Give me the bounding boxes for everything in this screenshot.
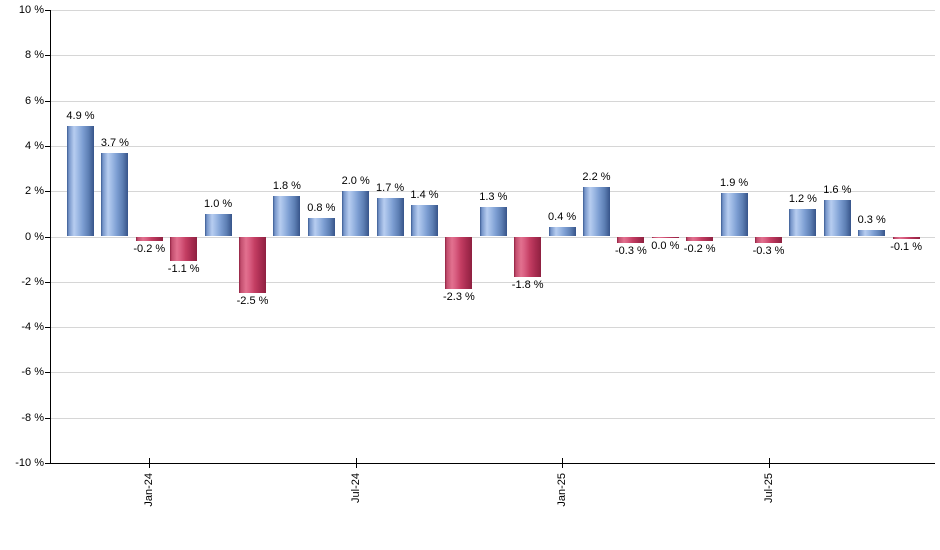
- gridline: [50, 327, 935, 329]
- bar-value-label: -0.3 %: [614, 245, 647, 258]
- x-axis-tick: [562, 458, 564, 468]
- gridline: [50, 417, 935, 419]
- bar: [479, 207, 507, 237]
- bar-value-label: 0.3 %: [857, 213, 886, 226]
- y-axis-tick: [45, 55, 50, 57]
- y-axis-tick-label: 2 %: [25, 185, 44, 198]
- gridline: [50, 236, 935, 238]
- bar: [823, 200, 851, 237]
- bar-value-label: -0.3 %: [752, 245, 785, 258]
- bar: [67, 125, 94, 237]
- gridline: [50, 281, 935, 283]
- bar-value-label: 4.9 %: [66, 109, 95, 122]
- bar-value-label: 1.7 %: [376, 181, 405, 194]
- bar-value-label: 1.0 %: [204, 197, 233, 210]
- bar-value-label: -2.3 %: [442, 290, 475, 303]
- y-axis-tick: [45, 236, 50, 238]
- y-axis-tick: [45, 145, 50, 147]
- bar-value-label: 1.2 %: [788, 193, 817, 206]
- bar-value-label: 2.2 %: [582, 170, 611, 183]
- gridline: [50, 100, 935, 102]
- x-axis-tick: [149, 458, 151, 468]
- bar-value-label: -2.5 %: [236, 295, 269, 308]
- bar-value-label: 1.4 %: [410, 188, 439, 201]
- bar: [411, 204, 438, 237]
- bar-value-label: -0.1 %: [890, 240, 922, 253]
- bar: [617, 236, 645, 244]
- y-axis-tick: [45, 327, 50, 329]
- y-axis-tick-label: -6 %: [21, 366, 44, 379]
- bar: [204, 213, 232, 237]
- x-axis-tick-label: Jan-25: [556, 473, 569, 507]
- bar: [170, 236, 198, 262]
- x-axis-tick-label: Jan-24: [143, 473, 156, 507]
- y-axis-tick: [45, 417, 50, 419]
- bar: [135, 236, 163, 242]
- bar: [686, 236, 714, 242]
- bar-value-label: 2.0 %: [341, 175, 370, 188]
- bar: [789, 209, 817, 237]
- bar: [720, 193, 748, 237]
- bar-value-label: 0.0 %: [651, 240, 680, 252]
- y-axis-tick: [45, 463, 50, 464]
- bar: [583, 186, 610, 237]
- bar: [755, 236, 782, 244]
- bar: [514, 236, 542, 278]
- y-axis-tick: [45, 372, 50, 374]
- y-axis-tick: [45, 191, 50, 193]
- bar-value-label: 1.3 %: [479, 191, 508, 204]
- bar: [342, 191, 370, 237]
- y-axis-tick-label: 0 %: [25, 230, 44, 243]
- gridline: [50, 145, 935, 147]
- bar: [376, 197, 404, 237]
- bar: [445, 236, 473, 289]
- bar: [273, 195, 301, 237]
- bar-value-label: -1.8 %: [511, 279, 544, 292]
- bar-value-label: 1.8 %: [272, 179, 301, 192]
- y-axis-tick-label: -8 %: [21, 411, 44, 424]
- bar-value-label: 1.6 %: [823, 184, 852, 197]
- bar: [548, 227, 576, 237]
- x-axis-tick: [768, 458, 770, 468]
- bar-value-label: 3.7 %: [100, 136, 129, 149]
- y-axis-tick-label: -10 %: [15, 457, 44, 469]
- x-axis-tick: [355, 458, 357, 468]
- bar-value-label: -0.2 %: [683, 243, 716, 256]
- gridline: [50, 10, 935, 11]
- bar: [239, 236, 266, 294]
- y-axis-tick-label: 8 %: [25, 49, 44, 62]
- y-axis-line: [50, 10, 51, 464]
- gridline: [50, 191, 935, 193]
- x-axis-tick-label: Jul-24: [349, 473, 362, 503]
- x-axis-line: [50, 463, 935, 464]
- gridline: [50, 372, 935, 374]
- y-axis-tick: [45, 100, 50, 102]
- y-axis-tick: [45, 281, 50, 283]
- bar: [307, 218, 335, 237]
- y-axis-tick-label: 6 %: [25, 94, 44, 107]
- bar-value-label: 0.4 %: [548, 211, 577, 224]
- bar: [892, 236, 920, 239]
- bar: [858, 229, 886, 237]
- bar: [101, 152, 129, 237]
- y-axis-tick-label: 10 %: [18, 4, 44, 16]
- y-axis-tick-label: 4 %: [25, 139, 44, 152]
- y-axis-tick: [45, 10, 50, 11]
- y-axis-tick-label: -4 %: [21, 321, 44, 334]
- gridline: [50, 55, 935, 57]
- bar: [651, 236, 679, 238]
- bar-value-label: 0.8 %: [307, 202, 336, 215]
- bar-value-label: -1.1 %: [167, 263, 200, 276]
- y-axis-tick-label: -2 %: [21, 275, 44, 288]
- bar-value-label: 1.9 %: [720, 177, 749, 190]
- x-axis-tick-label: Jul-25: [762, 473, 775, 503]
- bar-value-label: -0.2 %: [133, 243, 166, 256]
